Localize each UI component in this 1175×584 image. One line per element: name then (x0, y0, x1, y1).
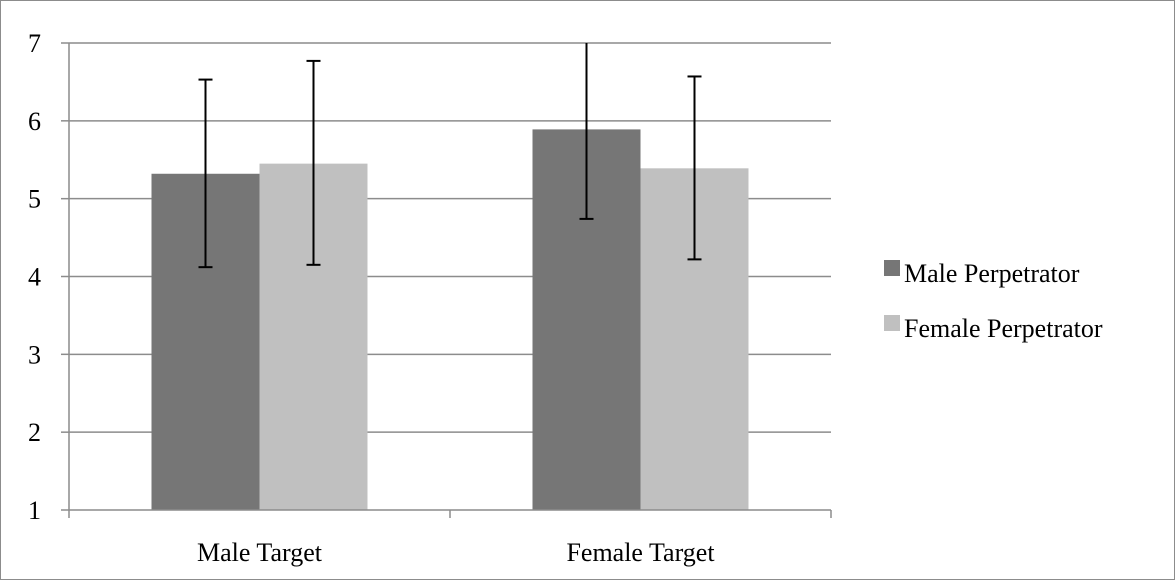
y-tick-label: 2 (28, 418, 41, 447)
legend-label: Female Perpetrator (904, 314, 1103, 343)
y-tick-label: 5 (28, 185, 41, 214)
x-tick-labels: Male Target Female Target (197, 538, 715, 567)
legend-label: Male Perpetrator (904, 259, 1080, 288)
x-tick-label: Female Target (566, 538, 715, 567)
bars (151, 129, 749, 511)
y-tick-labels: 1 2 3 4 5 6 7 (28, 29, 41, 525)
legend-swatch (884, 315, 900, 331)
legend: Male Perpetrator Female Perpetrator (884, 259, 1103, 343)
x-tick-label: Male Target (197, 538, 323, 567)
y-tick-label: 1 (28, 496, 41, 525)
y-tick-label: 4 (28, 263, 41, 292)
y-tick-label: 6 (28, 107, 41, 136)
legend-swatch (884, 260, 900, 276)
axes (61, 42, 832, 518)
y-tick-label: 3 (28, 340, 41, 369)
error-bars (198, 43, 702, 269)
y-tick-label: 7 (28, 29, 41, 58)
